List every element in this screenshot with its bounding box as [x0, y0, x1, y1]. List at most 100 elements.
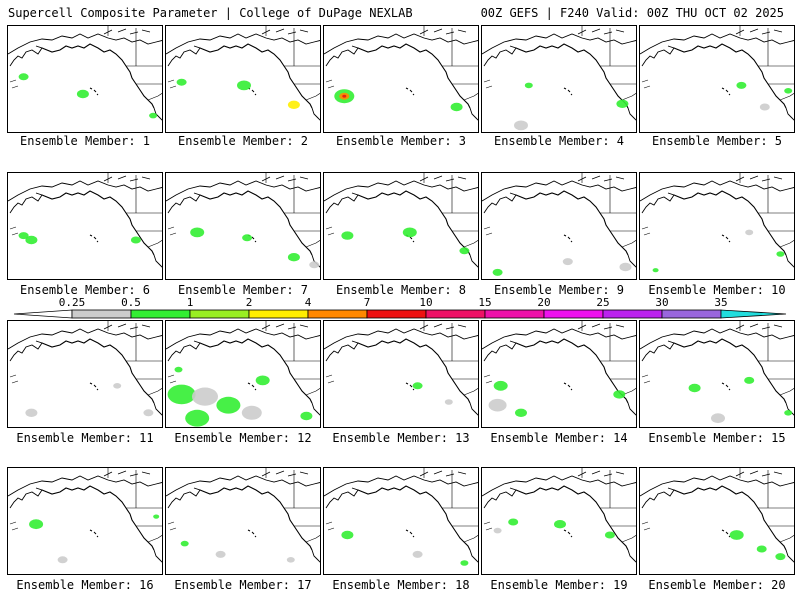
scale-swatch-9 — [602, 309, 663, 319]
scale-swatch-6 — [425, 309, 486, 319]
member-label-20: Ensemble Member: 20 — [648, 578, 786, 592]
scp-contour — [25, 235, 38, 245]
scale-swatch-8 — [543, 309, 604, 319]
map-canvas — [640, 173, 794, 273]
scp-contour — [554, 520, 566, 529]
member-label-3: Ensemble Member: 3 — [335, 134, 467, 148]
map-canvas — [8, 321, 162, 417]
scp-contour — [176, 78, 187, 86]
map-panel-member-6 — [7, 172, 163, 280]
map-canvas — [482, 468, 636, 563]
scp-contour — [492, 268, 503, 276]
scp-contour — [756, 545, 767, 553]
scp-contour — [241, 405, 262, 420]
map-panel-member-17 — [165, 467, 321, 575]
scp-contour — [619, 262, 632, 272]
map-canvas — [8, 468, 162, 564]
map-panel-member-14 — [481, 320, 637, 428]
map-canvas — [324, 468, 478, 566]
map-canvas — [482, 321, 636, 417]
scp-contour — [514, 120, 528, 131]
scp-contour — [488, 398, 507, 412]
scale-label-7: 15 — [478, 296, 492, 309]
scale-swatch-3 — [248, 309, 309, 319]
scale-label-1: 0.5 — [121, 296, 141, 309]
scp-contour — [775, 553, 786, 561]
scp-contour — [25, 408, 38, 417]
scp-contour — [736, 81, 747, 89]
scp-contour — [341, 530, 354, 540]
map-canvas — [166, 26, 320, 121]
member-label-7: Ensemble Member: 7 — [177, 283, 309, 297]
map-canvas — [324, 173, 478, 268]
product-title: Supercell Composite Parameter | College … — [8, 6, 413, 20]
map-canvas — [166, 468, 320, 563]
scp-contour — [215, 550, 226, 558]
scale-swatch-11 — [720, 309, 787, 319]
scp-contour — [167, 384, 196, 405]
scale-swatch-0 — [71, 309, 132, 319]
scp-contour — [242, 234, 253, 242]
scp-contour — [460, 560, 469, 566]
scp-contour — [216, 396, 241, 414]
map-canvas — [640, 468, 794, 563]
scp-contour — [287, 253, 300, 262]
scp-contour — [508, 518, 519, 526]
map-panel-member-7 — [165, 172, 321, 280]
scp-contour — [18, 73, 29, 81]
map-panel-member-12 — [165, 320, 321, 428]
scp-contour — [402, 227, 417, 238]
member-label-10: Ensemble Member: 10 — [648, 283, 786, 297]
member-label-19: Ensemble Member: 19 — [490, 578, 628, 592]
map-panel-member-5 — [639, 25, 795, 133]
scp-contour — [562, 258, 573, 266]
map-canvas — [482, 173, 636, 276]
color-scale-bar — [13, 309, 787, 319]
scp-contour — [286, 557, 295, 563]
scp-contour — [444, 399, 453, 405]
scale-label-11: 35 — [714, 296, 728, 309]
scale-arrow-left — [13, 309, 73, 319]
scp-contour — [744, 376, 755, 384]
scp-contour — [130, 236, 141, 244]
map-panel-member-10 — [639, 172, 795, 280]
map-panel-member-8 — [323, 172, 479, 280]
scp-contour — [192, 387, 218, 406]
map-canvas — [8, 26, 162, 121]
scp-contour — [784, 410, 793, 416]
scale-swatch-10 — [661, 309, 722, 319]
map-panel-member-16 — [7, 467, 163, 575]
scp-contour — [149, 112, 158, 119]
scp-contour — [143, 409, 154, 417]
map-panel-member-15 — [639, 320, 795, 428]
scale-label-0: 0.25 — [58, 296, 86, 309]
scp-contour — [29, 519, 44, 530]
member-label-1: Ensemble Member: 1 — [19, 134, 151, 148]
scp-contour — [688, 383, 701, 393]
map-canvas — [640, 26, 794, 121]
scp-contour — [237, 80, 251, 91]
map-panel-member-19 — [481, 467, 637, 575]
map-panel-member-9 — [481, 172, 637, 280]
member-label-6: Ensemble Member: 6 — [19, 283, 151, 297]
scp-contour — [745, 229, 754, 236]
scale-swatch-2 — [189, 309, 250, 319]
scale-label-3: 2 — [245, 296, 253, 309]
scp-contour — [174, 366, 183, 373]
scp-contour — [459, 247, 470, 255]
member-label-18: Ensemble Member: 18 — [332, 578, 470, 592]
run-info: 00Z GEFS | F240 Valid: 00Z THU OCT 02 20… — [480, 6, 784, 20]
scale-label-5: 7 — [363, 296, 371, 309]
map-panel-member-2 — [165, 25, 321, 133]
scale-swatch-4 — [307, 309, 368, 319]
scp-contour — [652, 268, 659, 273]
map-panel-member-4 — [481, 25, 637, 133]
scp-contour — [341, 231, 354, 240]
map-canvas — [324, 26, 478, 121]
scp-contour — [784, 88, 793, 94]
scp-contour — [412, 550, 423, 558]
scp-contour — [342, 94, 347, 98]
scp-contour — [190, 227, 205, 238]
member-label-15: Ensemble Member: 15 — [648, 431, 786, 445]
scp-contour — [255, 375, 270, 386]
